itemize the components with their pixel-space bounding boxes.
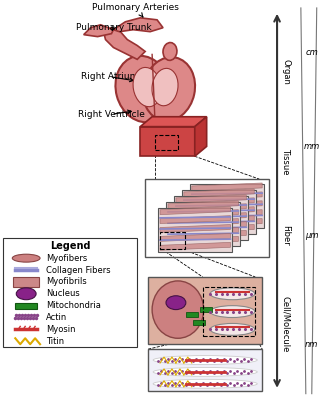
Ellipse shape	[153, 356, 257, 364]
Polygon shape	[184, 198, 254, 206]
Polygon shape	[192, 201, 262, 209]
Ellipse shape	[152, 68, 178, 106]
Polygon shape	[190, 184, 264, 228]
Polygon shape	[184, 224, 254, 232]
Polygon shape	[158, 208, 232, 252]
Text: Right Atrium: Right Atrium	[81, 72, 138, 82]
Polygon shape	[160, 216, 230, 224]
Text: Legend: Legend	[50, 241, 91, 251]
Polygon shape	[192, 219, 262, 226]
Polygon shape	[15, 303, 37, 309]
Ellipse shape	[166, 296, 186, 310]
Polygon shape	[176, 195, 246, 203]
Polygon shape	[184, 189, 254, 197]
Polygon shape	[176, 222, 246, 230]
Text: mm: mm	[304, 142, 320, 151]
Ellipse shape	[153, 379, 257, 388]
Text: μm: μm	[305, 231, 318, 240]
Ellipse shape	[210, 324, 255, 335]
Ellipse shape	[133, 68, 161, 107]
Polygon shape	[174, 196, 248, 240]
Polygon shape	[176, 230, 246, 238]
Polygon shape	[168, 236, 238, 244]
Text: Fiber: Fiber	[282, 225, 290, 246]
Polygon shape	[186, 312, 198, 317]
Text: Collagen Fibers: Collagen Fibers	[46, 266, 111, 274]
Text: Cell/Molecule: Cell/Molecule	[282, 296, 290, 353]
Ellipse shape	[12, 254, 40, 262]
Text: Myofibers: Myofibers	[46, 254, 87, 263]
Text: Myofibrils: Myofibrils	[46, 278, 87, 286]
Polygon shape	[192, 192, 262, 200]
Text: cm: cm	[305, 48, 318, 57]
Polygon shape	[168, 219, 238, 226]
Polygon shape	[114, 18, 163, 32]
Polygon shape	[160, 242, 230, 250]
Text: Myosin: Myosin	[46, 325, 75, 334]
Ellipse shape	[152, 281, 204, 338]
Polygon shape	[192, 210, 262, 218]
Polygon shape	[13, 277, 39, 287]
Ellipse shape	[153, 368, 257, 376]
Ellipse shape	[163, 42, 177, 60]
Polygon shape	[184, 216, 254, 224]
Ellipse shape	[210, 306, 255, 318]
Text: Mitochondria: Mitochondria	[46, 301, 101, 310]
Polygon shape	[195, 117, 207, 156]
Polygon shape	[168, 210, 238, 218]
Text: Nucleus: Nucleus	[46, 289, 80, 298]
Polygon shape	[193, 320, 205, 325]
Polygon shape	[140, 127, 195, 156]
Polygon shape	[176, 204, 246, 212]
Ellipse shape	[16, 288, 36, 300]
Polygon shape	[200, 307, 211, 312]
Polygon shape	[148, 277, 262, 344]
Polygon shape	[192, 183, 262, 191]
Polygon shape	[84, 25, 114, 37]
Polygon shape	[160, 224, 230, 232]
Text: Pulmonary Trunk: Pulmonary Trunk	[76, 23, 151, 32]
Polygon shape	[176, 213, 246, 220]
Ellipse shape	[210, 288, 255, 300]
Polygon shape	[160, 234, 230, 241]
Ellipse shape	[143, 57, 195, 121]
Text: Right Ventricle: Right Ventricle	[78, 110, 145, 119]
Polygon shape	[140, 117, 207, 127]
Polygon shape	[160, 207, 230, 215]
Text: Titin: Titin	[46, 337, 64, 346]
Text: nm: nm	[305, 340, 318, 349]
Ellipse shape	[116, 56, 171, 122]
Polygon shape	[184, 207, 254, 215]
Polygon shape	[148, 349, 262, 391]
Polygon shape	[3, 238, 137, 347]
Text: Pulmonary Arteries: Pulmonary Arteries	[92, 3, 179, 17]
Text: Tissue: Tissue	[282, 148, 290, 174]
Polygon shape	[182, 190, 256, 234]
Polygon shape	[168, 228, 238, 236]
Polygon shape	[168, 201, 238, 209]
Polygon shape	[104, 28, 145, 59]
Text: Organ: Organ	[282, 59, 290, 85]
Text: Actin: Actin	[46, 313, 67, 322]
Polygon shape	[166, 202, 240, 246]
